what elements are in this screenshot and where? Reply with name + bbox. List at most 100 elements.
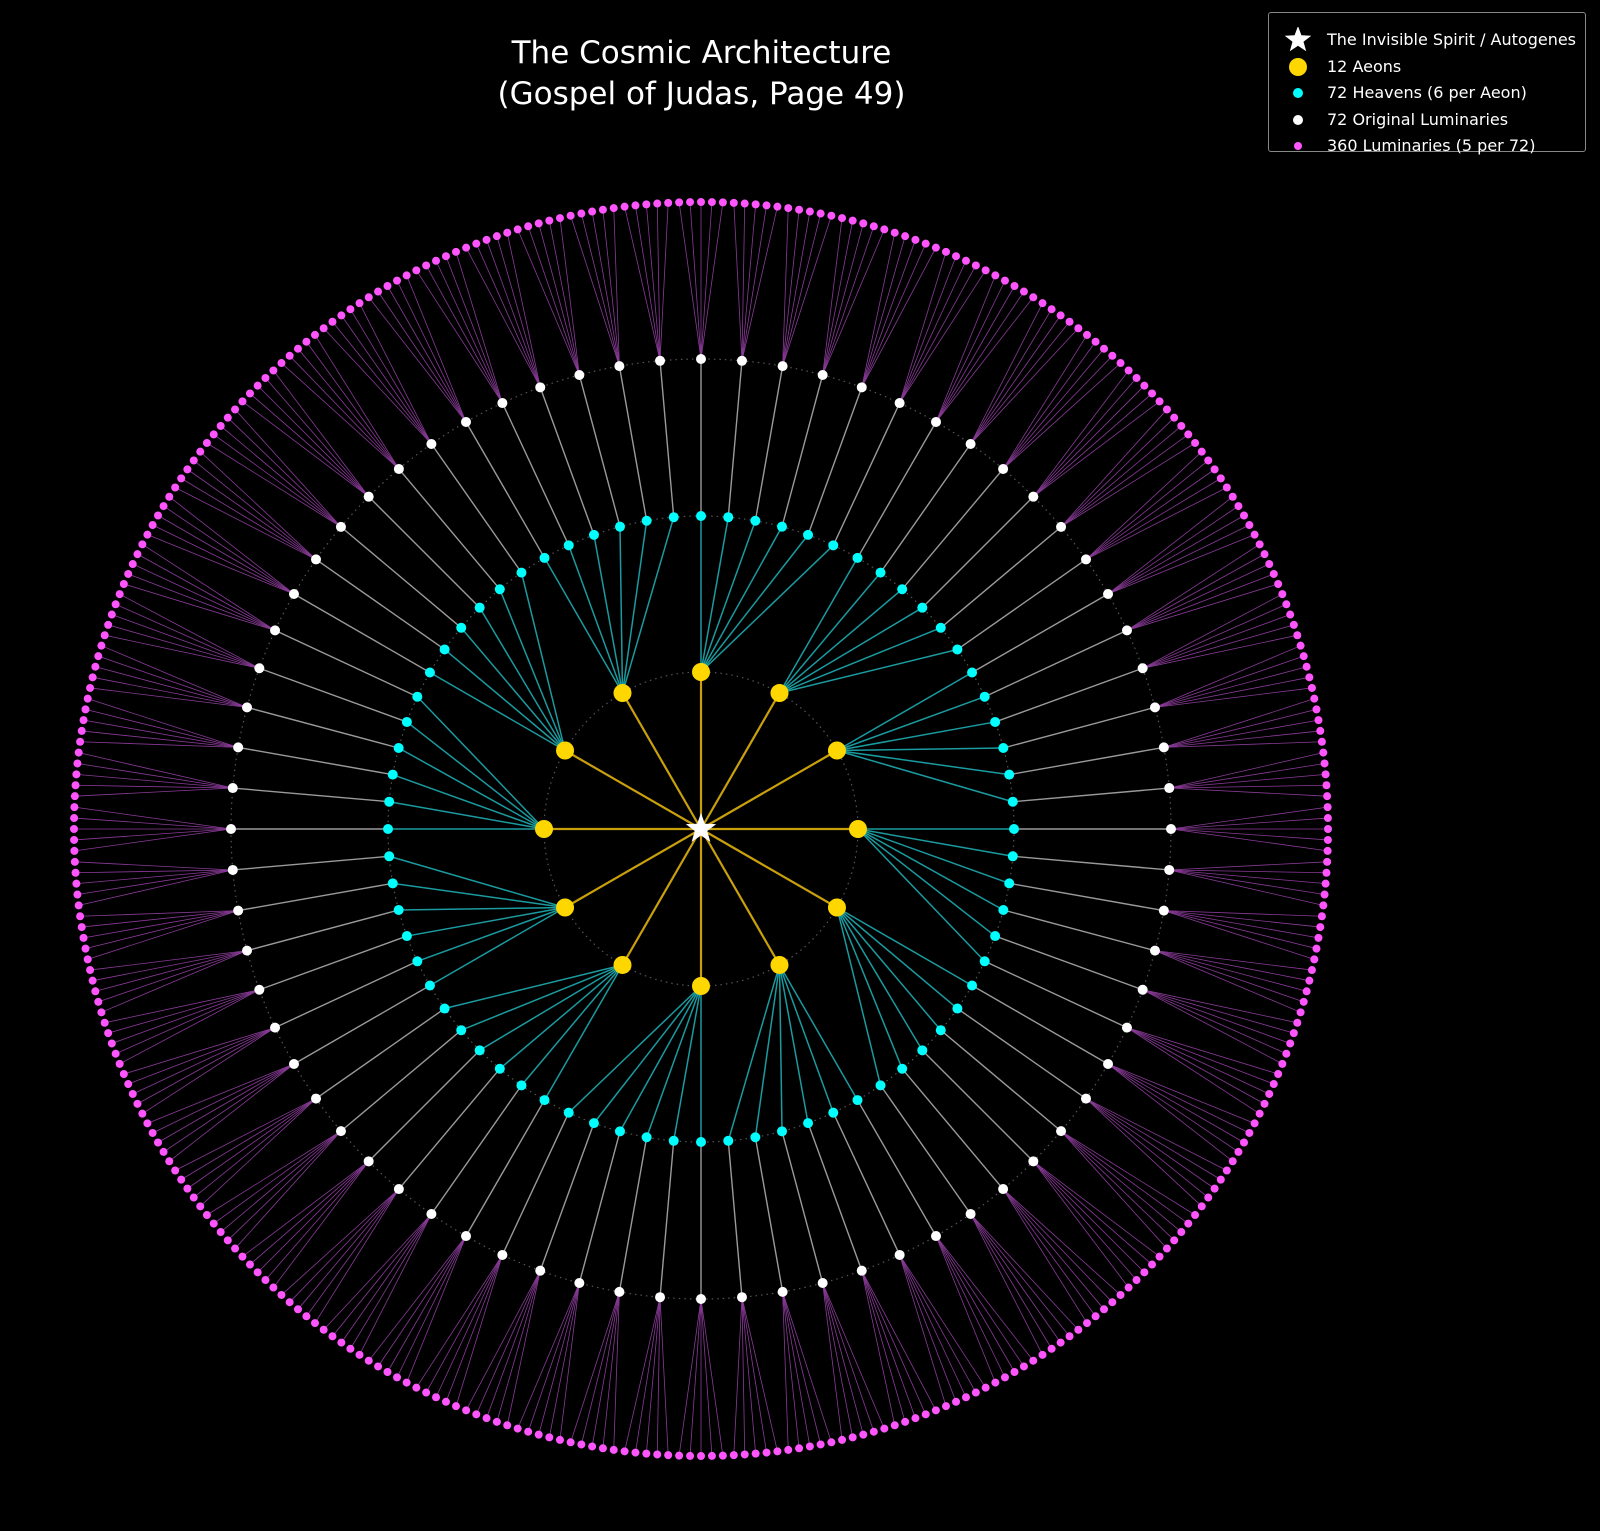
luminary-node [189,1193,198,1202]
original-luminary-node [1164,864,1175,875]
luminary-node [177,1175,186,1184]
level-3-connector [1107,1063,1255,1124]
center-star-icon [685,813,717,842]
luminary-node [383,282,392,291]
aeon-node [613,684,632,703]
luminary-node [524,1427,533,1436]
luminary-node [1155,1252,1164,1261]
original-luminary-node [461,1231,471,1242]
aeon-node [556,741,575,760]
level-2-connector [238,746,393,776]
luminary-node [91,987,100,996]
luminary-node [1239,511,1248,520]
luminary-node [931,1406,940,1415]
level-3-connector [1154,950,1304,1003]
level-3-connector [496,1270,541,1422]
original-luminary-node [696,354,706,364]
original-luminary-node [998,1184,1009,1195]
luminary-node [1302,662,1311,671]
level-3-connector [1142,634,1298,669]
level-3-connector [899,1254,967,1398]
level-1-connector [778,964,859,1101]
aeon-node [770,684,789,703]
heaven-node [588,529,599,540]
heaven-node [777,521,788,532]
level-3-connector [899,260,967,404]
luminary-node [81,944,90,953]
level-1-connector [568,985,702,1114]
level-3-connector [445,256,503,404]
level-3-connector [74,828,232,852]
level-3-connector [861,1270,937,1411]
level-3-connector [1169,773,1326,789]
luminary-node [202,438,211,447]
connection-lines [74,202,1328,1456]
luminary-node [577,1440,586,1449]
level-3-connector [782,1291,832,1443]
level-1-connector [416,696,545,830]
luminary-node [337,1338,346,1347]
level-3-connector [733,1297,743,1456]
level-3-connector [899,1254,977,1393]
level-2-connector [901,468,1004,590]
luminary-node [133,1099,142,1108]
level-3-connector [741,203,746,361]
luminary-node [880,1424,889,1433]
level-1-connector [857,828,996,937]
level-3-connector [74,861,233,871]
luminary-node [729,198,738,207]
level-3-connector [1060,417,1175,528]
level-3-connector [1107,1063,1239,1153]
level-3-connector [1060,409,1168,528]
level-3-connector [1142,989,1283,1065]
luminary-node [1299,652,1308,661]
level-3-connector [74,806,232,830]
luminary-node [76,737,85,746]
level-3-connector [861,1270,927,1415]
legend-item-360-luminaries: 360 Luminaries (5 per 72) [1269,133,1585,159]
level-3-connector [782,215,832,367]
original-luminary-node [1166,824,1176,834]
luminary-node [1216,474,1225,483]
level-3-connector [137,1027,276,1105]
luminary-node [1091,337,1100,346]
level-2-connector [539,387,595,536]
original-luminary-node [497,1249,508,1260]
level-3-connector [1033,385,1145,497]
luminary-node [492,1417,501,1426]
level-2-connector [1012,855,1170,871]
luminary-node [183,1184,192,1193]
level-3-connector [1163,910,1317,950]
luminary-node [432,1393,441,1402]
luminary-node [1038,299,1047,308]
original-luminary-node [736,1292,747,1303]
aeon-connector [564,828,702,909]
level-3-connector [822,226,875,376]
level-3-connector [1060,434,1189,528]
level-3-connector [970,302,1043,445]
level-3-connector [163,505,295,595]
luminary-node [77,923,86,932]
luminary-node [838,1435,847,1444]
level-3-connector [213,434,342,528]
level-3-connector [1060,1130,1182,1233]
level-3-connector [1002,341,1096,470]
level-3-connector [75,869,233,874]
level-3-connector [199,451,317,560]
legend-label: 72 Original Luminaries [1327,110,1509,129]
level-3-connector [741,1297,778,1452]
level-3-connector [314,334,400,470]
legend-label: 12 Aeons [1327,57,1402,76]
original-luminary-node [931,416,941,427]
level-3-connector [741,1297,757,1454]
luminary-node [1010,1367,1019,1376]
level-3-connector [822,223,864,376]
level-2-connector [293,984,431,1065]
level-3-connector [1060,1130,1196,1216]
level-3-connector [861,239,916,388]
level-1-connector [754,964,781,1138]
level-1-connector [389,800,545,830]
level-3-connector [76,869,233,885]
level-3-connector [332,321,432,445]
level-3-connector [782,208,789,367]
